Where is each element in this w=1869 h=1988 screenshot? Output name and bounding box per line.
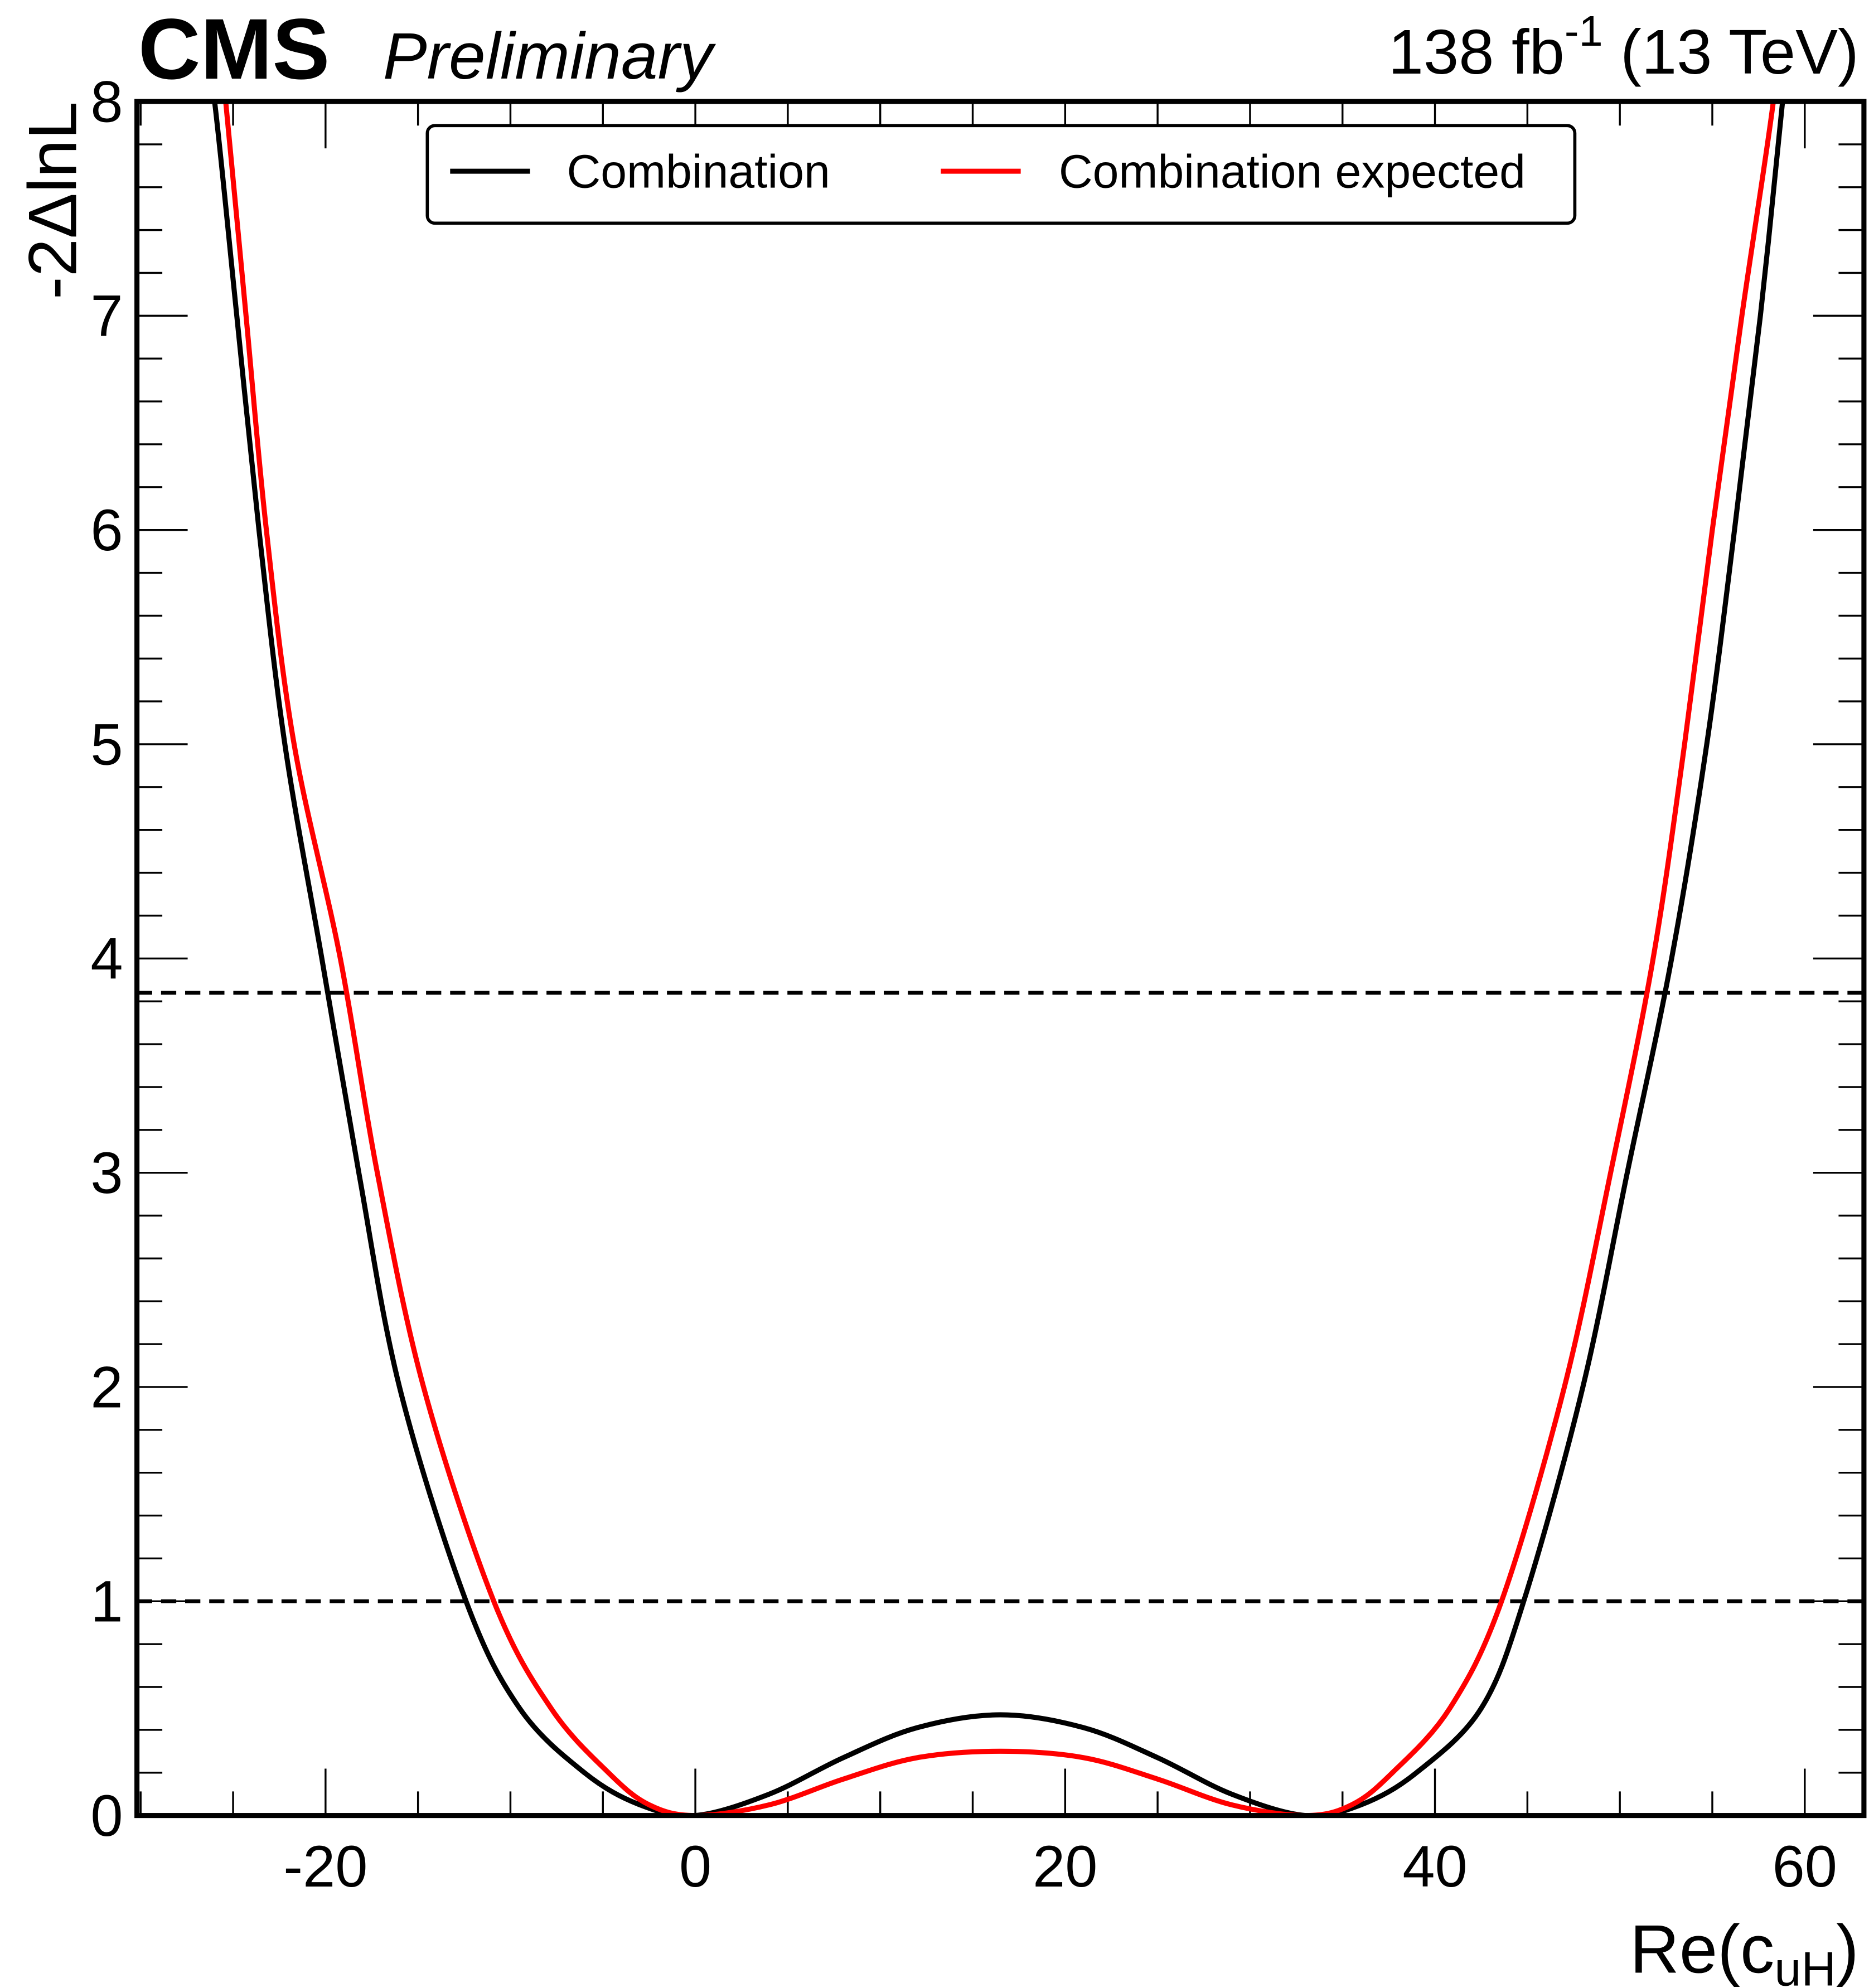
lumi-exponent: -1 bbox=[1565, 7, 1603, 55]
status-label: Preliminary bbox=[383, 20, 716, 93]
x-tick-label: 0 bbox=[679, 1834, 711, 1899]
y-tick-label: 7 bbox=[90, 284, 123, 349]
x-label-close: ) bbox=[1836, 1912, 1859, 1988]
curve-expected bbox=[223, 101, 1776, 1816]
luminosity-label: 138 fb-1 (13 TeV) bbox=[1388, 7, 1859, 88]
y-axis-label: -2ΔlnL bbox=[14, 101, 91, 299]
legend-box bbox=[425, 124, 1577, 225]
y-tick-label: 1 bbox=[90, 1569, 123, 1635]
x-tick-label: 60 bbox=[1773, 1834, 1837, 1899]
x-label-subscript: uH bbox=[1774, 1942, 1836, 1988]
x-tick-label: 40 bbox=[1402, 1834, 1467, 1899]
y-tick-label: 6 bbox=[90, 498, 123, 563]
curve-observed bbox=[212, 101, 1785, 1816]
y-tick-label: 5 bbox=[90, 712, 123, 777]
plot-frame bbox=[134, 99, 1867, 1819]
y-tick-label: 2 bbox=[90, 1355, 123, 1420]
y-tick-label: 0 bbox=[90, 1783, 123, 1849]
lumi-suffix: (13 TeV) bbox=[1603, 17, 1859, 88]
legend: Combination Combination expected bbox=[425, 124, 1577, 225]
x-label-main: Re(c bbox=[1630, 1912, 1774, 1988]
lumi-prefix: 138 fb bbox=[1388, 17, 1565, 88]
legend-label-expected: Combination expected bbox=[1059, 146, 1526, 198]
experiment-label: CMS bbox=[138, 1, 330, 97]
legend-label-observed: Combination bbox=[567, 146, 830, 198]
y-tick-label: 3 bbox=[90, 1141, 123, 1206]
x-tick-label: 20 bbox=[1033, 1834, 1097, 1899]
curves bbox=[212, 101, 1785, 1816]
tick-labels: -20 0 20 40 60 0 1 2 3 4 5 6 7 8 bbox=[90, 69, 1837, 1899]
axis-ticks bbox=[137, 100, 1864, 1817]
y-tick-label: 4 bbox=[90, 927, 123, 992]
x-tick-label: -20 bbox=[283, 1834, 367, 1899]
x-axis-label: Re(cuH) bbox=[1630, 1912, 1859, 1988]
y-tick-label: 8 bbox=[90, 69, 123, 134]
